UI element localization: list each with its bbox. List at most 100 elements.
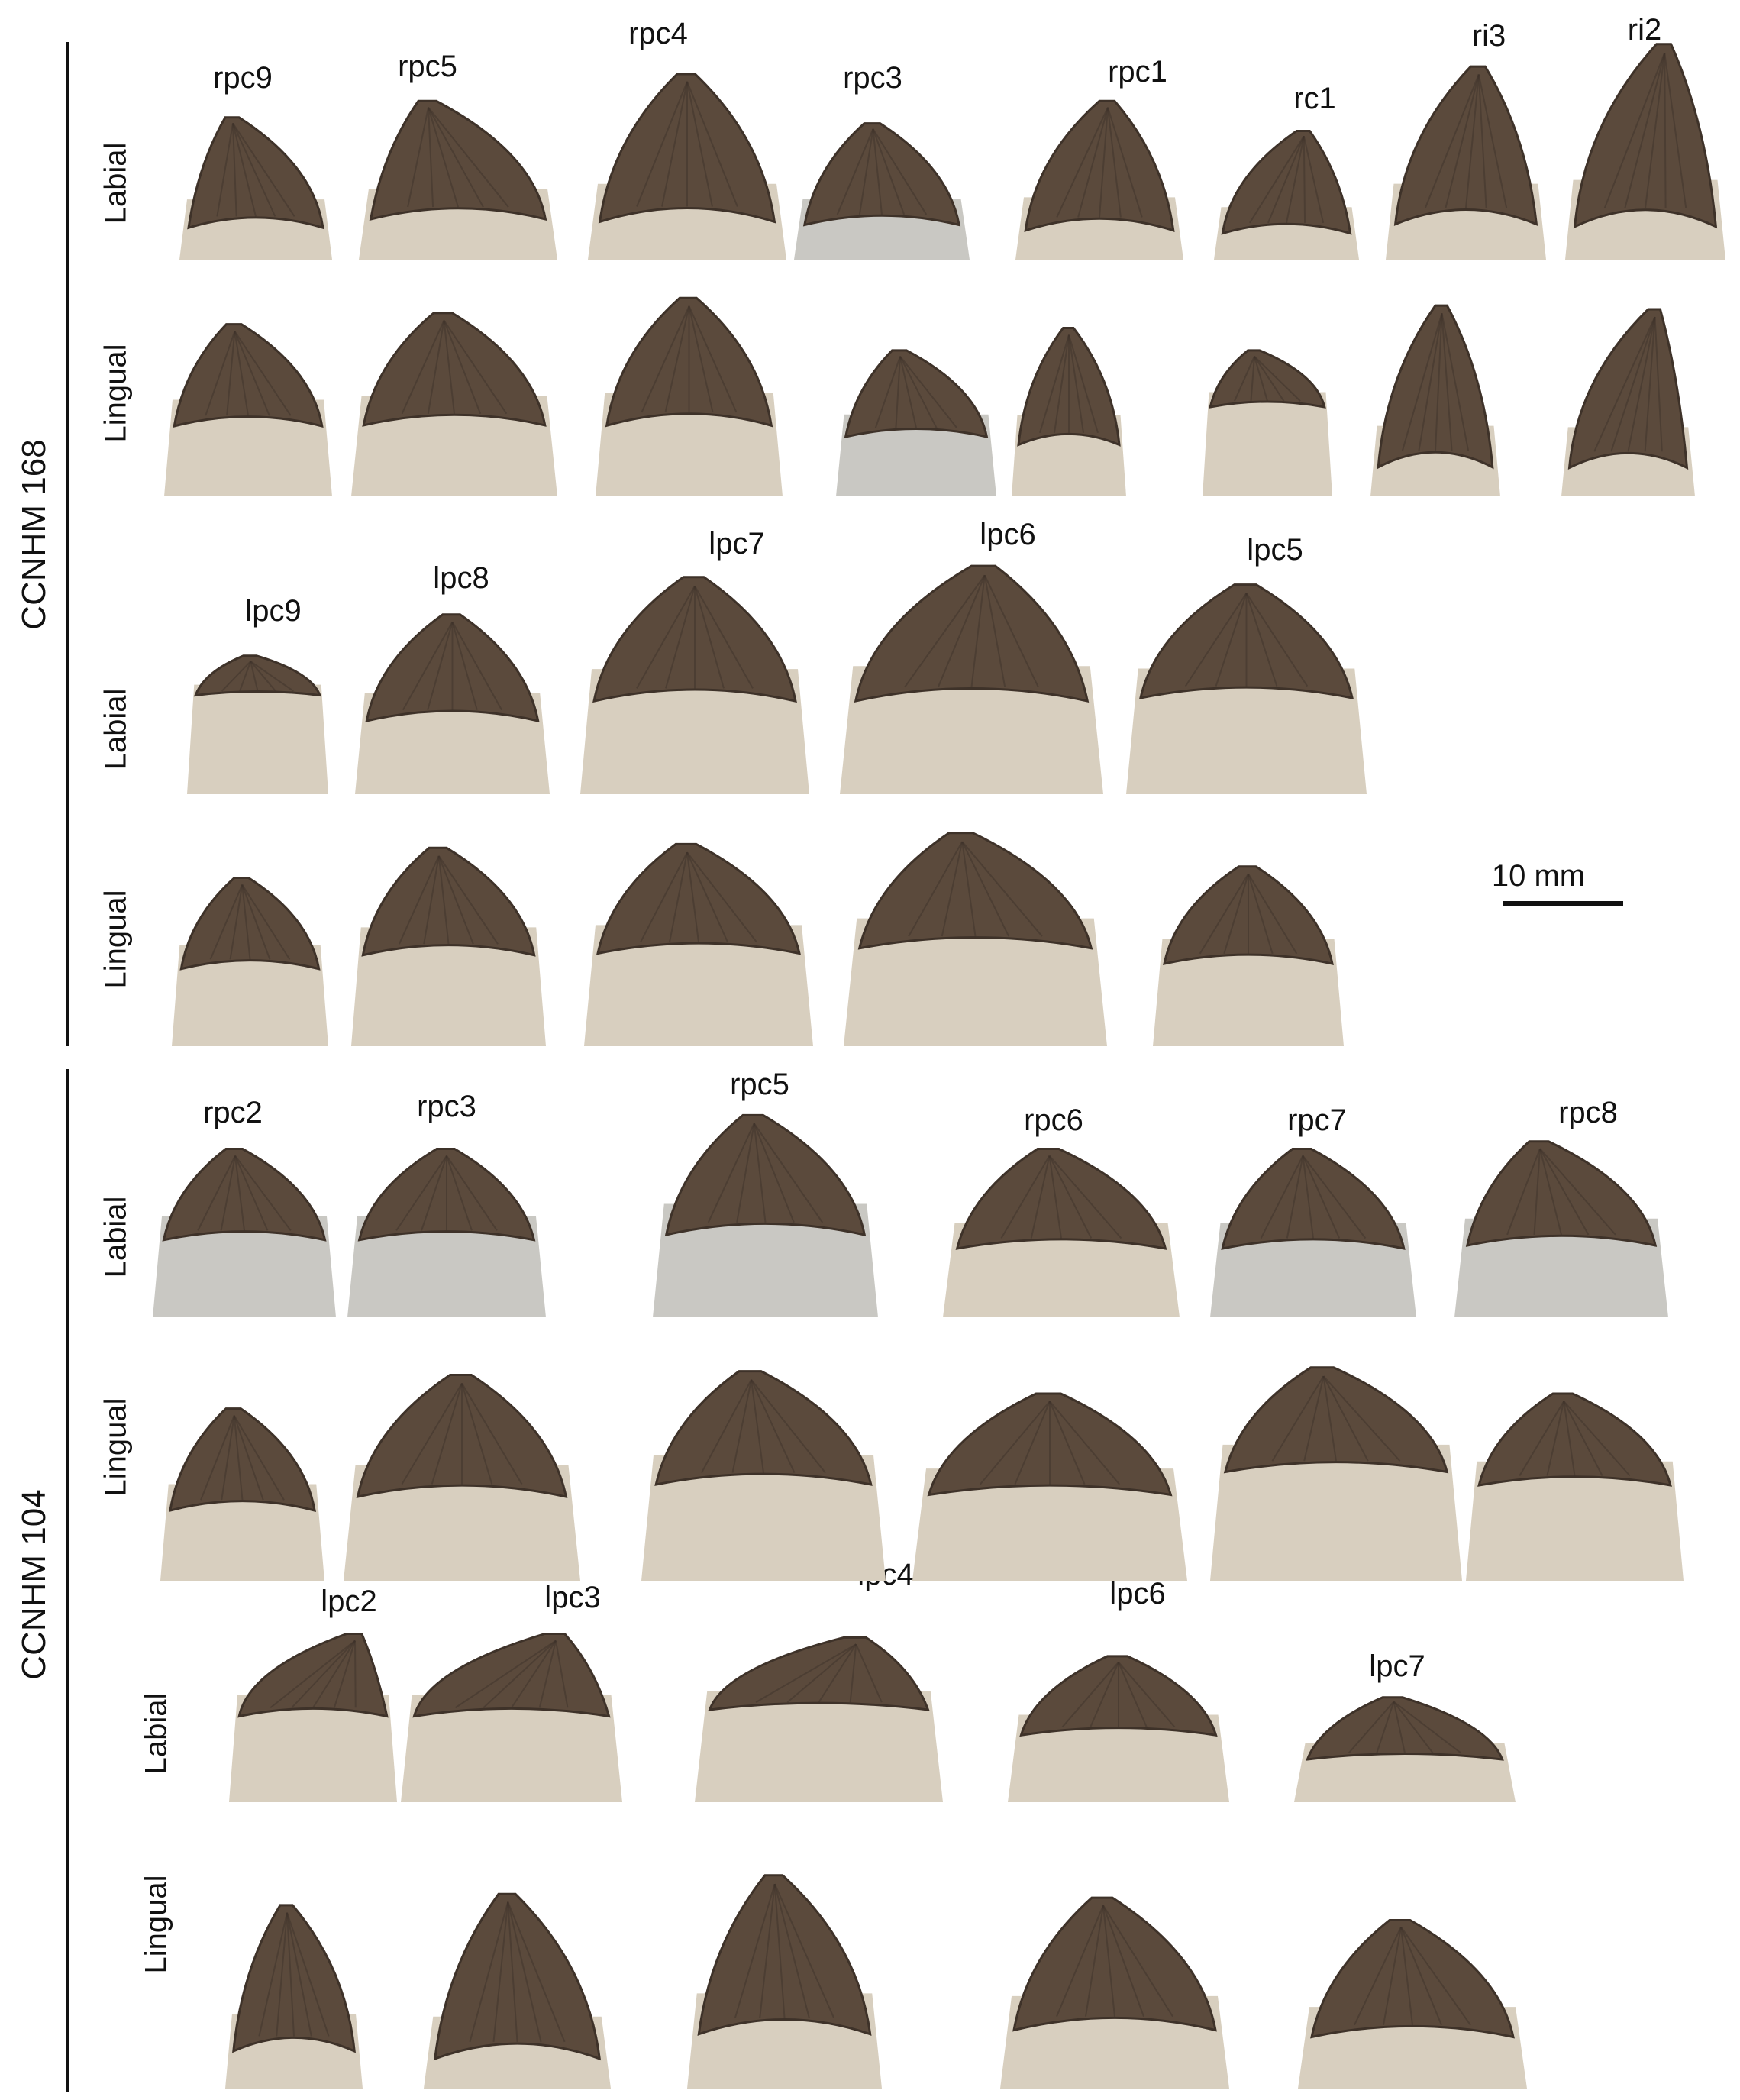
tooth-photo	[229, 1630, 397, 1802]
enamel-striation	[1056, 1905, 1104, 2018]
enamel-striation	[1099, 107, 1109, 218]
enamel-striation	[234, 331, 249, 416]
enamel-striation	[1563, 1401, 1603, 1476]
enamel-striation	[492, 1901, 509, 2043]
enamel-striation	[961, 841, 977, 937]
tooth-label: ri2	[1627, 13, 1662, 47]
enamel-striation	[686, 851, 728, 943]
enamel-striation	[1085, 1905, 1104, 2017]
specimen-104-bracket-line	[66, 1069, 69, 2092]
enamel-striation	[1383, 1927, 1402, 2025]
enamel-striation	[786, 1643, 857, 1703]
enamel-striation	[734, 1883, 776, 2018]
enamel-striation	[1603, 52, 1666, 208]
tooth-photo	[225, 1901, 363, 2089]
enamel-striation	[286, 1912, 330, 2037]
enamel-striation	[538, 1640, 557, 1708]
enamel-striation	[401, 320, 445, 415]
enamel-striation	[407, 107, 429, 208]
enamel-striation	[1477, 74, 1508, 208]
enamel-striation	[233, 1415, 285, 1501]
enamel-striation	[983, 574, 1039, 688]
enamel-striation	[1539, 1148, 1590, 1236]
enamel-striation	[511, 1640, 557, 1708]
enamel-striation	[395, 1155, 447, 1231]
enamel-striation	[1435, 313, 1443, 451]
specimen-label-168: CCNHM 168	[15, 439, 53, 630]
enamel-striation	[1400, 1927, 1413, 2025]
enamel-striation	[1199, 873, 1249, 955]
enamel-striation	[686, 851, 757, 943]
enamel-striation	[276, 1912, 288, 2037]
enamel-striation	[1539, 1148, 1562, 1236]
enamel-striation	[446, 1155, 498, 1231]
matrix-base	[1294, 1743, 1516, 1802]
enamel-striation	[1000, 1155, 1051, 1239]
enamel-striation	[1654, 316, 1663, 452]
tooth-photo	[596, 294, 783, 496]
enamel-striation	[1049, 1401, 1120, 1485]
enamel-striation	[1302, 1155, 1314, 1239]
scale-bar	[1503, 901, 1623, 906]
matrix-base	[840, 666, 1103, 794]
enamel-striation	[437, 855, 499, 945]
enamel-striation	[1267, 135, 1305, 224]
enamel-striation	[454, 1640, 557, 1709]
tooth-label: lpc7	[709, 527, 765, 561]
enamel-striation	[1546, 1401, 1565, 1476]
enamel-striation	[1441, 313, 1470, 451]
tooth-photo	[1561, 305, 1695, 496]
tooth-photo	[1386, 63, 1546, 260]
enamel-crown	[1573, 43, 1718, 229]
enamel-striation	[446, 1155, 473, 1231]
enamel-striation	[773, 1884, 786, 2018]
specimen-168-bracket-line	[66, 42, 69, 1046]
enamel-striation	[751, 1379, 764, 1473]
enamel-striation	[1354, 1927, 1402, 2026]
matrix-base	[351, 927, 546, 1046]
tooth-photo	[179, 115, 332, 260]
matrix-base	[1153, 939, 1344, 1046]
tooth-label: rpc3	[417, 1090, 476, 1123]
matrix-base	[229, 1695, 397, 1802]
enamel-striation	[1271, 1375, 1325, 1462]
enamel-striation	[234, 1155, 292, 1231]
enamel-striation	[423, 855, 440, 945]
enamel-striation	[232, 122, 295, 217]
tooth-photo	[1210, 1145, 1416, 1317]
enamel-striation	[1302, 1155, 1341, 1239]
enamel-striation	[250, 661, 259, 692]
enamel-striation	[1302, 1155, 1367, 1239]
enamel-striation	[483, 1640, 557, 1708]
enamel-striation	[899, 356, 917, 428]
tooth-photo	[1015, 98, 1183, 260]
enamel-striation	[1118, 1662, 1148, 1727]
enamel-striation	[291, 1640, 356, 1708]
tooth-photo	[1153, 863, 1344, 1046]
enamel-striation	[443, 320, 482, 415]
tooth-label: rpc2	[203, 1096, 263, 1129]
enamel-striation	[1260, 1155, 1304, 1239]
enamel-striation	[250, 661, 276, 692]
enamel-striation	[688, 305, 738, 413]
enamel-striation	[1664, 53, 1687, 208]
tooth-photo	[164, 321, 332, 496]
enamel-crown	[1567, 308, 1689, 470]
tooth-photo	[695, 1634, 943, 1802]
tooth-label: lpc6	[1109, 1577, 1166, 1611]
enamel-striation	[333, 1640, 356, 1708]
enamel-striation	[233, 1415, 264, 1501]
enamel-striation	[398, 855, 440, 945]
matrix-base	[160, 1484, 324, 1581]
enamel-striation	[1248, 874, 1274, 955]
enamel-striation	[980, 1401, 1051, 1485]
matrix-base	[355, 693, 550, 794]
enamel-striation	[1393, 1701, 1462, 1754]
enamel-striation	[1254, 356, 1285, 402]
matrix-base	[1466, 1461, 1684, 1581]
enamel-striation	[686, 81, 713, 207]
tooth-label: rpc5	[398, 50, 457, 83]
tooth-photo	[160, 1405, 324, 1581]
enamel-striation	[688, 305, 714, 413]
tooth-label: rpc4	[628, 17, 688, 50]
